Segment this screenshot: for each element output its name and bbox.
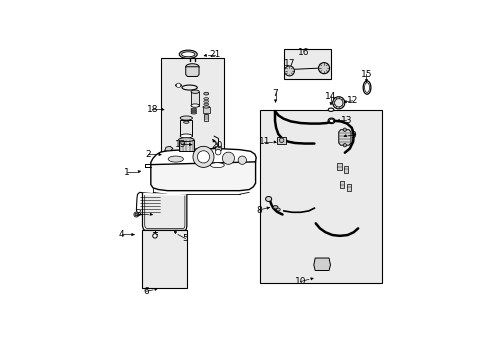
Ellipse shape [178, 138, 194, 141]
Bar [161, 58, 224, 173]
Circle shape [343, 128, 346, 131]
Circle shape [135, 213, 138, 216]
Text: 9: 9 [349, 131, 355, 140]
Ellipse shape [363, 81, 370, 94]
Polygon shape [185, 67, 199, 76]
Ellipse shape [185, 64, 199, 70]
Ellipse shape [191, 108, 196, 110]
Bar [215, 146, 221, 150]
Ellipse shape [329, 119, 333, 122]
Ellipse shape [364, 83, 369, 93]
Circle shape [222, 152, 234, 164]
Polygon shape [164, 146, 173, 151]
Ellipse shape [203, 98, 208, 100]
Bar [203, 107, 209, 113]
Circle shape [134, 212, 139, 217]
Circle shape [343, 144, 346, 147]
Ellipse shape [210, 163, 224, 168]
Circle shape [279, 138, 284, 143]
Ellipse shape [272, 206, 278, 209]
Text: 13: 13 [340, 116, 351, 125]
Ellipse shape [327, 108, 333, 111]
Text: 6: 6 [143, 287, 149, 296]
Ellipse shape [265, 197, 271, 202]
Circle shape [197, 151, 209, 163]
Ellipse shape [191, 104, 199, 107]
Text: 21: 21 [209, 50, 221, 59]
Bar [203, 114, 208, 121]
Text: 15: 15 [360, 70, 371, 79]
Circle shape [152, 234, 157, 238]
Bar [142, 230, 187, 288]
Ellipse shape [203, 103, 208, 105]
Bar [339, 181, 344, 188]
Polygon shape [150, 149, 256, 170]
Bar [344, 166, 348, 173]
Ellipse shape [191, 90, 199, 93]
Bar [336, 163, 341, 170]
Polygon shape [144, 195, 184, 228]
Text: 16: 16 [297, 48, 308, 57]
Circle shape [332, 97, 344, 109]
Polygon shape [142, 193, 186, 230]
Bar [178, 140, 194, 151]
Polygon shape [136, 192, 166, 216]
Text: 18: 18 [146, 105, 158, 114]
Text: 8: 8 [256, 206, 261, 215]
Ellipse shape [203, 92, 208, 95]
Polygon shape [150, 162, 255, 191]
Circle shape [215, 149, 221, 155]
Ellipse shape [327, 118, 334, 123]
Ellipse shape [175, 84, 181, 87]
Text: 10: 10 [294, 277, 305, 286]
Bar [346, 184, 350, 191]
Text: 11: 11 [258, 137, 270, 146]
Ellipse shape [179, 50, 197, 58]
Text: 5: 5 [182, 234, 188, 243]
Ellipse shape [276, 208, 280, 211]
Text: 7: 7 [272, 89, 278, 98]
Ellipse shape [180, 116, 192, 120]
Text: 4: 4 [119, 230, 124, 239]
Circle shape [238, 156, 246, 164]
Text: 2: 2 [145, 150, 151, 158]
Bar [180, 120, 192, 136]
Circle shape [193, 146, 214, 167]
Circle shape [334, 99, 342, 107]
Text: 14: 14 [325, 92, 336, 101]
Ellipse shape [203, 106, 209, 108]
Circle shape [318, 63, 329, 74]
Ellipse shape [180, 134, 192, 138]
Circle shape [284, 66, 294, 76]
Ellipse shape [183, 121, 189, 123]
Ellipse shape [191, 112, 196, 114]
Circle shape [176, 83, 181, 87]
Text: 20: 20 [211, 141, 223, 150]
Polygon shape [313, 258, 330, 270]
Polygon shape [276, 137, 285, 144]
Bar [260, 110, 382, 283]
Ellipse shape [168, 156, 183, 162]
Text: 17: 17 [283, 59, 295, 68]
Ellipse shape [203, 100, 208, 102]
Bar [191, 92, 199, 105]
Text: 19: 19 [175, 140, 186, 149]
Text: 3: 3 [135, 209, 141, 218]
Polygon shape [338, 130, 350, 145]
Ellipse shape [181, 52, 195, 57]
Ellipse shape [191, 110, 196, 112]
Text: 12: 12 [346, 96, 358, 105]
Bar [284, 49, 330, 79]
Text: 1: 1 [124, 168, 130, 177]
